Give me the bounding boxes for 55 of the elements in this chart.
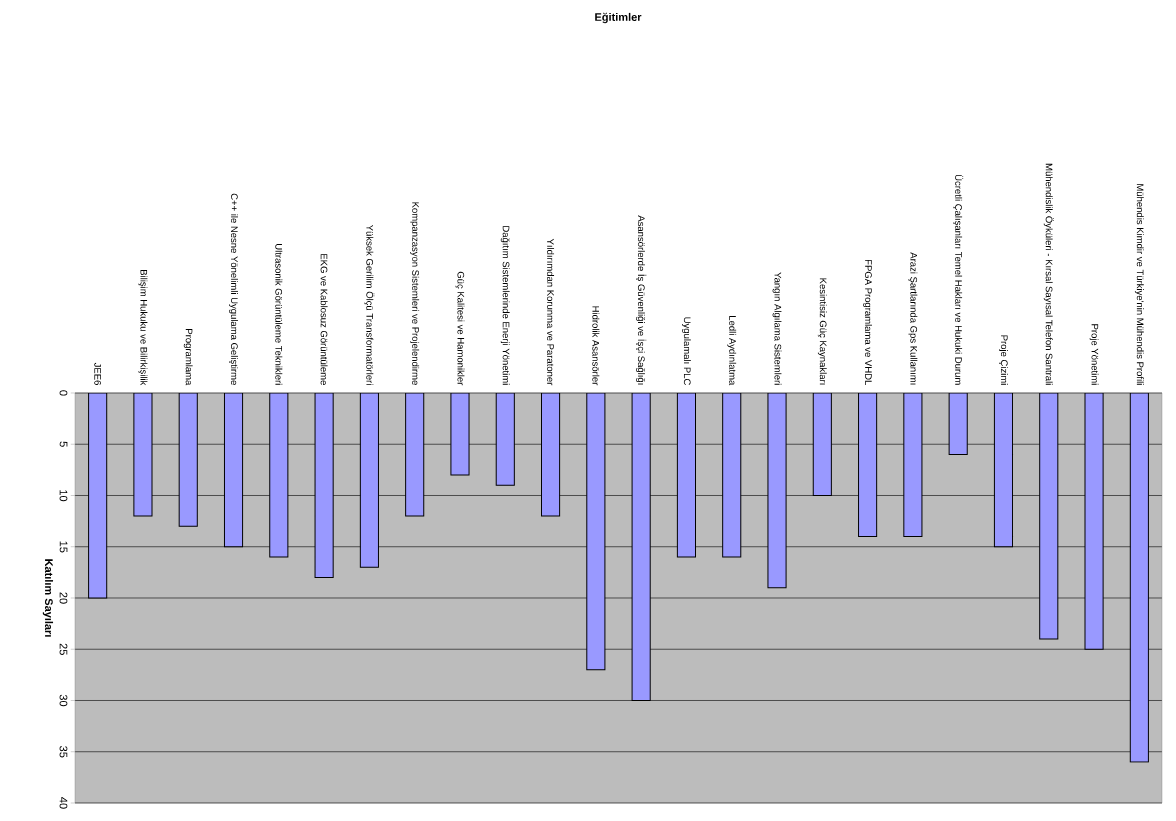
y-axis-title: Katılım Sayıları bbox=[42, 559, 54, 637]
bar bbox=[314, 392, 334, 578]
x-tick-label: C++ ile Nesne Yönelimli Uygulama Geliştirme bbox=[229, 193, 238, 385]
bar bbox=[948, 392, 968, 455]
bar bbox=[676, 392, 696, 558]
x-tick-label: Mühendis Kimdir ve Türkiye'nin Mühendis Profili bbox=[1134, 184, 1144, 385]
x-tick-label: Arazi Şartlarında Gps Kullanımı bbox=[908, 252, 918, 385]
bar bbox=[631, 392, 651, 701]
bar bbox=[812, 392, 832, 496]
bar bbox=[178, 392, 198, 527]
x-tick-label: Asansörlerde İş Güvenliği ve İşçi Sağlığı bbox=[636, 215, 647, 385]
x-tick-label: Yangın Algılama Sistemleri bbox=[772, 272, 782, 385]
bar bbox=[858, 392, 878, 537]
bar bbox=[269, 392, 289, 558]
x-tick-label: Kesintisiz Güç Kaynakları bbox=[817, 278, 827, 385]
bar bbox=[405, 392, 425, 517]
bar bbox=[495, 392, 515, 486]
x-tick-label: Yıldırımdan Korunma ve Paratoner bbox=[547, 238, 555, 386]
x-tick-label: Ultrasonik Görüntüleme Teknikleri bbox=[275, 244, 283, 385]
y-tick-label: 5 bbox=[59, 441, 68, 447]
chart-title: Eğitimler bbox=[595, 12, 642, 24]
y-tick-label: 15 bbox=[59, 541, 68, 553]
y-tick-label: 40 bbox=[59, 797, 68, 809]
bar bbox=[223, 392, 244, 548]
y-tick-label: 25 bbox=[59, 643, 68, 655]
bar bbox=[1129, 392, 1149, 763]
bar bbox=[993, 392, 1014, 548]
x-tick-label: Mühendislik Öyküleri - Kırsal Sayısal Telefon Santrali bbox=[1043, 163, 1054, 385]
bar bbox=[903, 392, 923, 537]
y-tick-label: 35 bbox=[59, 746, 68, 758]
x-tick-label: Yüksek Gerilim Ölçü Transformatörleri bbox=[364, 224, 375, 385]
bar bbox=[88, 392, 108, 599]
bar bbox=[722, 392, 742, 558]
y-tick-label: 20 bbox=[59, 592, 68, 604]
bar bbox=[586, 392, 606, 671]
bar bbox=[541, 392, 561, 517]
x-tick-label: Kompanzasyon Sistemleri ve Projelendirme bbox=[410, 202, 420, 385]
x-tick-label: Dağıtım Sistemlerinde Enerji Yönetimi bbox=[500, 226, 510, 385]
bar bbox=[1039, 392, 1059, 640]
x-tick-label: FPGA Programlama ve VHDL bbox=[863, 259, 873, 386]
x-tick-label: Ücretli Çalışanları Temel Hakları ve Hukuki Durum bbox=[953, 174, 964, 385]
x-tick-label: JEE6 bbox=[94, 362, 102, 385]
bar bbox=[359, 392, 379, 568]
x-tick-label: Bilişim Hukuku ve Bilirkişilik bbox=[138, 270, 148, 386]
x-tick-label: Programlama bbox=[183, 329, 193, 386]
y-tick-label: 0 bbox=[59, 390, 68, 396]
y-tick-label: 30 bbox=[59, 694, 68, 707]
y-tick-label: 10 bbox=[59, 490, 68, 502]
x-tick-label: Ledli Aydınlatma bbox=[727, 316, 737, 386]
x-tick-label: Güç Kalitesi ve Hamonikler bbox=[455, 271, 465, 386]
x-tick-label: Proje Yönetimi bbox=[1089, 324, 1099, 385]
x-tick-label: EKG ve Kablosuz Görüntüleme bbox=[320, 254, 328, 385]
x-tick-label: Uygulamalı PLC bbox=[682, 317, 691, 385]
x-tick-label: Hidrolik Asansörler bbox=[592, 306, 600, 386]
x-tick-label: Proje Çizimi bbox=[999, 335, 1008, 385]
